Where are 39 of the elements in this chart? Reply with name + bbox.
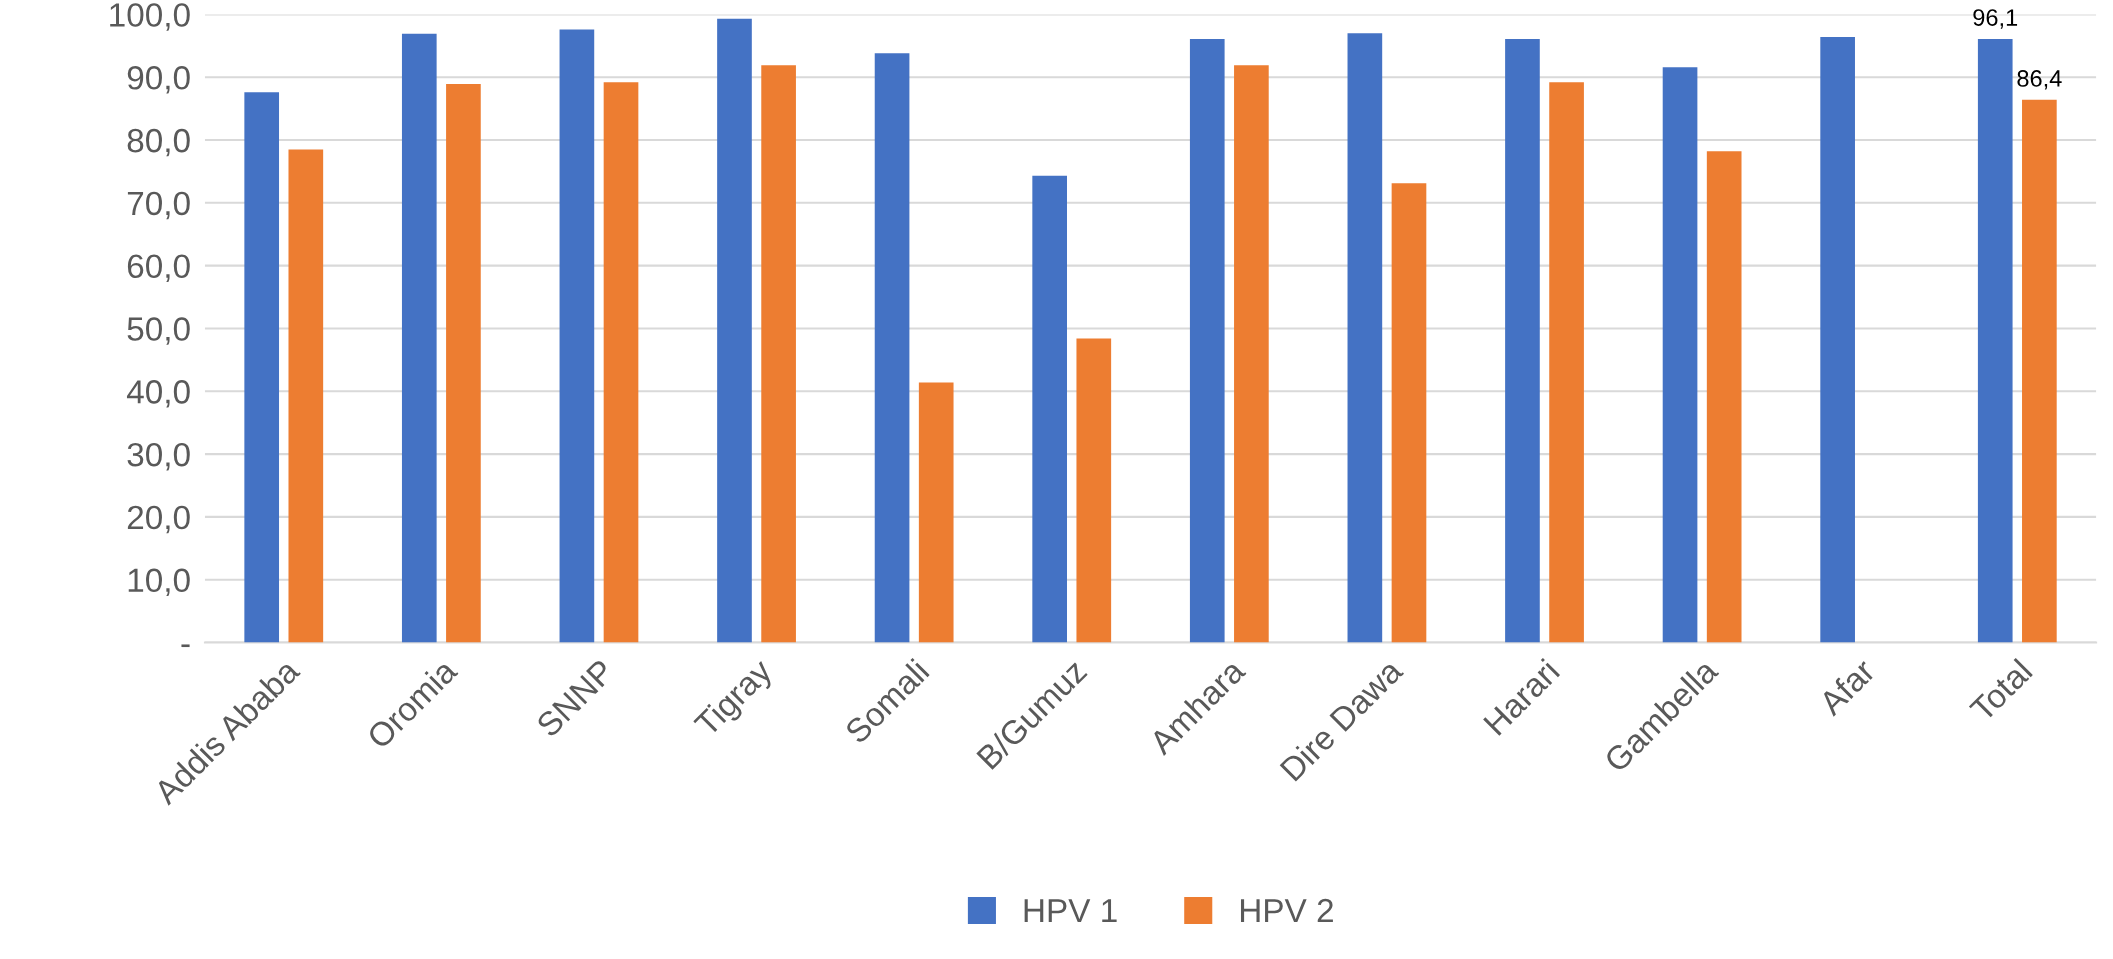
- bar: [1189, 38, 1225, 643]
- bar: [918, 382, 954, 643]
- bar: [1977, 38, 2013, 643]
- y-tick-label: 30,0: [127, 442, 190, 471]
- bar: [1347, 33, 1383, 643]
- bar: [446, 84, 481, 643]
- bar: [1234, 65, 1269, 643]
- bar: [401, 33, 437, 643]
- bar: [1505, 38, 1540, 643]
- y-tick-label: 10,0: [128, 568, 190, 597]
- data-label: 96,1: [1973, 9, 2018, 29]
- bar: [1549, 82, 1584, 643]
- bar: [288, 149, 324, 643]
- bar: [1032, 175, 1067, 643]
- bar: [1662, 67, 1698, 643]
- y-tick-label: 40,0: [126, 380, 190, 408]
- bar: [1820, 37, 1855, 643]
- y-tick-label: 80,0: [127, 128, 190, 157]
- bar: [1076, 338, 1112, 643]
- y-tick-label: 70,0: [127, 191, 190, 220]
- data-label: 86,4: [2017, 70, 2062, 90]
- bar: [2022, 99, 2057, 643]
- bar: [559, 29, 595, 643]
- y-tick-label: 100,0: [110, 3, 190, 31]
- y-tick-label: 20,0: [127, 505, 190, 534]
- y-tick-label: 90,0: [127, 66, 190, 94]
- legend-label: HPV 1: [1024, 899, 1117, 923]
- legend-label: HPV 2: [1240, 898, 1333, 923]
- y-tick-label: 50,0: [127, 317, 190, 345]
- bar: [761, 65, 796, 643]
- bar: [603, 82, 639, 643]
- bar: [244, 92, 280, 643]
- bar: [1391, 183, 1427, 643]
- bar: [874, 53, 910, 643]
- y-tick-label: 60,0: [127, 254, 190, 282]
- bar: [717, 18, 752, 643]
- y-tick-label: -: [181, 644, 190, 648]
- x-tick-label: Afar: [1816, 656, 1877, 717]
- bar: [1706, 151, 1742, 643]
